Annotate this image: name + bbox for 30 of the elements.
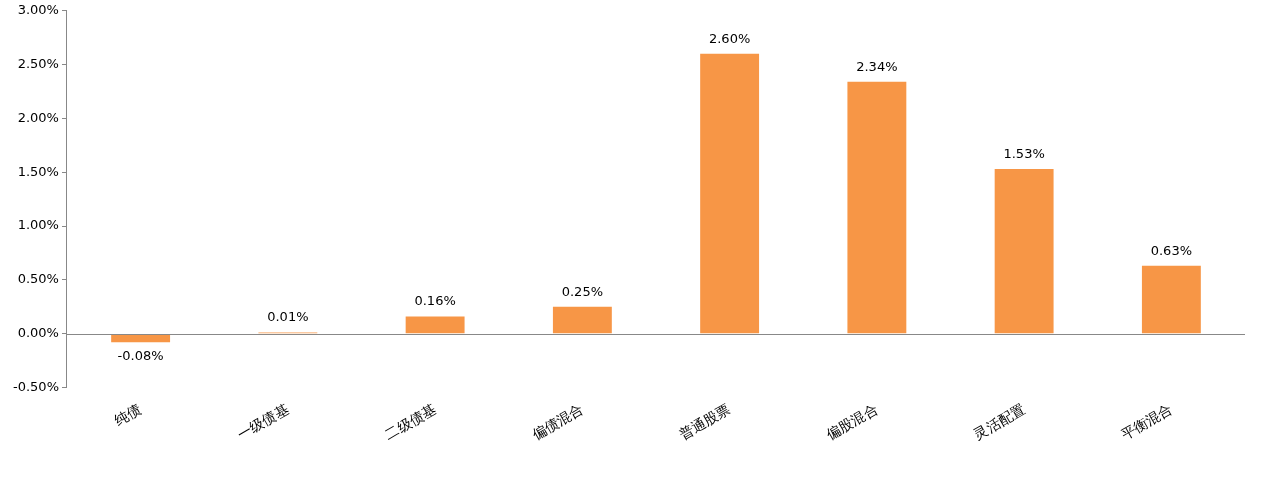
y-tick-label: 1.50% <box>17 163 59 179</box>
bar <box>552 306 612 334</box>
bar <box>405 316 465 334</box>
data-label: 0.25% <box>561 283 604 299</box>
bar <box>994 168 1054 334</box>
x-tick-label: 偏股混合 <box>823 400 881 443</box>
data-label: 2.60% <box>708 30 751 46</box>
y-tick-label: 0.00% <box>17 325 59 341</box>
data-label: -0.08% <box>117 348 164 364</box>
x-tick-label: 偏债混合 <box>529 400 586 443</box>
y-tick-label: 2.00% <box>17 109 59 125</box>
x-tick-label: 灵活配置 <box>970 400 1028 443</box>
bar <box>1141 265 1201 334</box>
data-label: 0.01% <box>267 309 309 325</box>
bar <box>847 81 907 334</box>
data-label: 2.34% <box>856 58 898 74</box>
y-tick-label: 1.00% <box>17 217 59 233</box>
x-tick-label: 纯债 <box>111 400 144 429</box>
x-tick-label: 二级债基 <box>381 400 439 443</box>
y-tick-label: 3.00% <box>17 2 59 18</box>
data-label: 1.53% <box>1003 145 1045 161</box>
data-label: 0.16% <box>414 293 456 309</box>
x-tick-label: 一级债基 <box>234 400 292 443</box>
y-tick-label: 0.50% <box>17 271 59 287</box>
data-label: 0.63% <box>1150 242 1193 258</box>
bar <box>700 53 760 334</box>
x-tick-label: 平衡混合 <box>1118 400 1175 443</box>
x-tick-label: 普通股票 <box>676 400 733 443</box>
y-tick-label: 2.50% <box>17 55 59 71</box>
y-tick-label: -0.50% <box>12 378 59 394</box>
